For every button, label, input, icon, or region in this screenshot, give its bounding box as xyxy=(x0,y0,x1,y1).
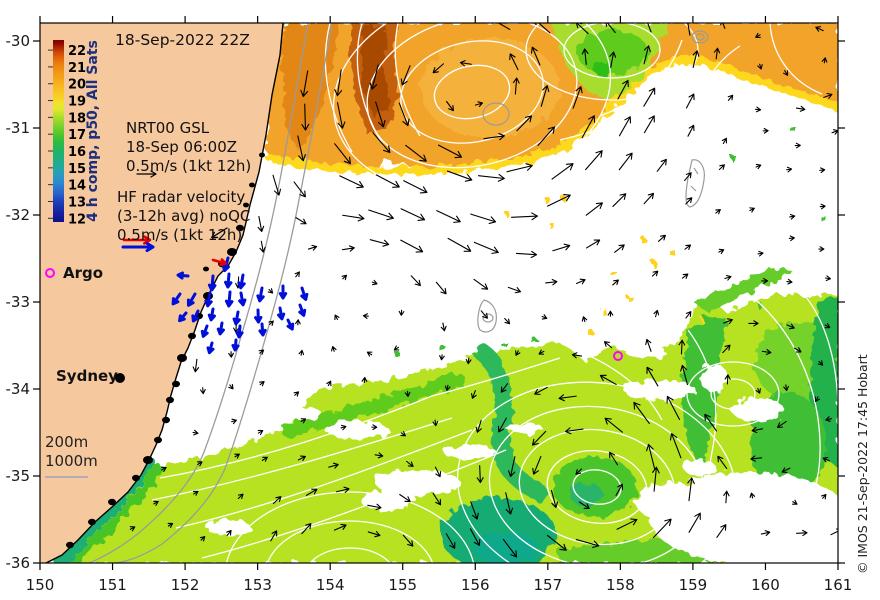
y-tick-label: -32 xyxy=(6,206,31,224)
colorbar-tick-label: 18 xyxy=(68,111,86,126)
x-tick-label: 151 xyxy=(98,576,127,594)
colorbar-tick-label: 12 xyxy=(68,212,86,227)
sydney-dot xyxy=(115,373,125,383)
argo-legend-marker xyxy=(45,268,55,278)
colorbar-tick-label: 16 xyxy=(68,145,86,160)
y-tick-label: -36 xyxy=(6,554,31,572)
colorbar-tick-label: 15 xyxy=(68,162,86,177)
argo-legend-label: Argo xyxy=(63,264,104,282)
x-tick-label: 157 xyxy=(533,576,562,594)
x-tick-label: 158 xyxy=(606,576,635,594)
x-tick-label: 154 xyxy=(316,576,345,594)
hf-radar-legend: HF radar velocity (3-12h avg) noQC 0.5m/… xyxy=(117,188,250,245)
x-tick-label: 150 xyxy=(26,576,55,594)
x-tick-label: 153 xyxy=(243,576,272,594)
gsl-legend: NRT00 GSL 18-Sep 06:00Z 0.5m/s (1kt 12h) xyxy=(126,119,251,176)
colorbar-tick-label: 19 xyxy=(68,95,86,110)
hf-legend-line3: 0.5m/s (1kt 12h) xyxy=(117,226,243,244)
colorbar-tick-label: 13 xyxy=(68,195,86,210)
bathymetry-contours xyxy=(89,23,709,563)
markers xyxy=(115,351,623,383)
hf-legend-line1: HF radar velocity xyxy=(117,188,246,206)
gsl-legend-line3: 0.5m/s (1kt 12h) xyxy=(126,157,252,175)
gsl-legend-line1: NRT00 GSL xyxy=(126,119,210,137)
y-tick-label: -35 xyxy=(6,467,31,485)
x-tick-label: 159 xyxy=(679,576,708,594)
x-tick-label: 160 xyxy=(751,576,780,594)
colorbar-tick-label: 22 xyxy=(68,44,86,59)
copyright-label: © IMOS 21-Sep-2022 17:45 Hobart xyxy=(855,354,870,574)
y-tick-label: -33 xyxy=(6,293,31,311)
colorbar-label: 4 h comp, p50, All Sats xyxy=(85,40,101,222)
hf-radar-arrows xyxy=(171,256,309,355)
argo-float-marker xyxy=(613,351,623,361)
y-tick-label: -34 xyxy=(6,380,31,398)
x-tick-label: 152 xyxy=(171,576,200,594)
x-tick-label: 155 xyxy=(388,576,417,594)
map-date-label: 18-Sep-2022 22Z xyxy=(115,31,250,49)
colorbar-tick-label: 20 xyxy=(68,78,86,93)
x-tick-label: 156 xyxy=(461,576,490,594)
hf-legend-line2: (3-12h avg) noQC xyxy=(117,207,251,225)
depth-1000m-label: 1000m xyxy=(45,451,98,470)
depth-200m-label: 200m xyxy=(45,433,89,451)
y-tick-label: -31 xyxy=(6,119,31,137)
ssh-contours xyxy=(151,23,838,563)
colorbar-tick-label: 17 xyxy=(68,128,86,143)
sydney-label: Sydney xyxy=(56,367,118,385)
gsl-legend-line2: 18-Sep 06:00Z xyxy=(126,138,238,156)
y-tick-label: -30 xyxy=(6,32,31,50)
gsl-velocity-arrows xyxy=(129,23,838,558)
axes: 150 151 152 153 154 155 156 157 158 159 160 161 -30 -… xyxy=(6,16,853,594)
colorbar-tick-label: 21 xyxy=(68,61,86,76)
colorbar-tick-label: 14 xyxy=(68,179,86,194)
legend-arrows xyxy=(45,170,228,478)
depth-contour-legend: 200m 1000m xyxy=(45,433,98,470)
x-tick-label: 161 xyxy=(824,576,853,594)
sst-field xyxy=(40,23,838,563)
